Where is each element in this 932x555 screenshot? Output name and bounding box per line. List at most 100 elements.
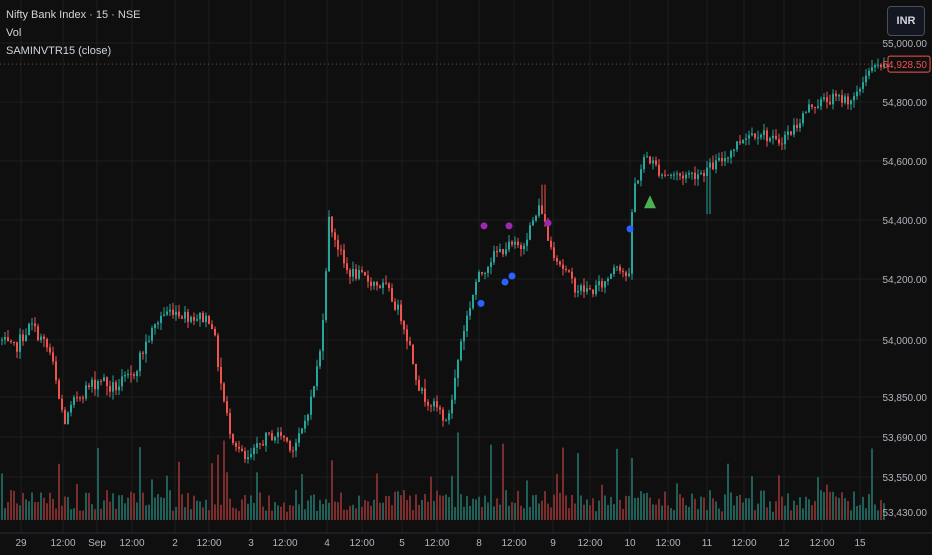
candle-body[interactable] <box>826 97 828 102</box>
candle-body[interactable] <box>442 409 444 421</box>
candle-body[interactable] <box>202 312 204 323</box>
candle-body[interactable] <box>340 249 342 251</box>
candle-body[interactable] <box>640 169 642 181</box>
candle-body[interactable] <box>184 311 186 319</box>
candle-body[interactable] <box>136 371 138 377</box>
candle-body[interactable] <box>763 130 765 135</box>
candle-body[interactable] <box>46 339 48 348</box>
candle-body[interactable] <box>217 335 219 367</box>
candle-body[interactable] <box>649 156 651 164</box>
candle-body[interactable] <box>652 160 654 164</box>
candle-body[interactable] <box>145 341 147 354</box>
candle-body[interactable] <box>133 374 135 377</box>
candle-body[interactable] <box>268 432 270 434</box>
candle-body[interactable] <box>538 205 540 216</box>
candle-body[interactable] <box>676 173 678 175</box>
candle-body[interactable] <box>580 285 582 291</box>
candle-body[interactable] <box>76 397 78 399</box>
candle-body[interactable] <box>868 70 870 76</box>
candle-body[interactable] <box>28 323 30 336</box>
candle-body[interactable] <box>487 267 489 273</box>
candle-body[interactable] <box>664 174 666 176</box>
candle-body[interactable] <box>109 386 111 392</box>
candle-body[interactable] <box>589 288 591 290</box>
candle-body[interactable] <box>337 239 339 250</box>
candle-body[interactable] <box>778 139 780 144</box>
candle-body[interactable] <box>232 434 234 443</box>
candle-body[interactable] <box>10 341 12 343</box>
candle-body[interactable] <box>88 385 90 387</box>
candle-body[interactable] <box>307 414 309 421</box>
candle-body[interactable] <box>715 160 717 170</box>
candle-body[interactable] <box>319 351 321 367</box>
candle-body[interactable] <box>823 97 825 100</box>
candle-body[interactable] <box>19 334 21 352</box>
candle-body[interactable] <box>559 261 561 265</box>
candle-body[interactable] <box>679 173 681 176</box>
volume-legend[interactable]: Vol <box>6 27 22 39</box>
candle-body[interactable] <box>235 442 237 447</box>
candle-body[interactable] <box>847 96 849 105</box>
candle-body[interactable] <box>292 450 294 452</box>
candle-body[interactable] <box>409 341 411 345</box>
candle-body[interactable] <box>304 420 306 429</box>
candle-body[interactable] <box>424 388 426 402</box>
candle-body[interactable] <box>874 65 876 68</box>
candle-body[interactable] <box>463 331 465 342</box>
candle-body[interactable] <box>787 131 789 135</box>
candle-body[interactable] <box>526 239 528 246</box>
candle-body[interactable] <box>286 437 288 441</box>
candle-body[interactable] <box>811 104 813 107</box>
candle-body[interactable] <box>346 263 348 271</box>
candle-body[interactable] <box>745 138 747 140</box>
candle-body[interactable] <box>484 272 486 274</box>
candle-body[interactable] <box>259 443 261 445</box>
candle-body[interactable] <box>706 167 708 177</box>
candle-body[interactable] <box>841 95 843 103</box>
candle-body[interactable] <box>37 326 39 341</box>
candle-body[interactable] <box>553 247 555 259</box>
candle-body[interactable] <box>271 433 273 441</box>
candle-body[interactable] <box>634 183 636 213</box>
candle-body[interactable] <box>175 311 177 315</box>
candle-body[interactable] <box>829 101 831 105</box>
candle-body[interactable] <box>466 315 468 332</box>
candle-body[interactable] <box>760 134 762 138</box>
candle-body[interactable] <box>481 271 483 274</box>
candle-body[interactable] <box>835 93 837 97</box>
candle-body[interactable] <box>586 288 588 292</box>
candle-body[interactable] <box>253 447 255 455</box>
candle-body[interactable] <box>361 270 363 272</box>
candle-body[interactable] <box>499 249 501 253</box>
candle-body[interactable] <box>4 337 6 340</box>
candle-body[interactable] <box>646 156 648 158</box>
candle-body[interactable] <box>13 341 15 343</box>
candle-body[interactable] <box>685 174 687 179</box>
candle-body[interactable] <box>433 401 435 407</box>
candle-body[interactable] <box>808 104 810 113</box>
candle-body[interactable] <box>100 381 102 383</box>
candle-body[interactable] <box>712 162 714 170</box>
candle-body[interactable] <box>541 205 543 215</box>
candle-body[interactable] <box>505 249 507 255</box>
candle-body[interactable] <box>748 135 750 139</box>
candle-body[interactable] <box>520 245 522 250</box>
candle-body[interactable] <box>118 386 120 391</box>
candle-body[interactable] <box>373 282 375 286</box>
candle-body[interactable] <box>769 138 771 142</box>
candle-body[interactable] <box>58 380 60 399</box>
candle-body[interactable] <box>784 134 786 145</box>
symbol-title[interactable]: Nifty Bank Index · 15 · NSE <box>6 9 141 21</box>
candle-body[interactable] <box>22 334 24 342</box>
candle-body[interactable] <box>436 401 438 408</box>
candle-body[interactable] <box>196 319 198 321</box>
candle-body[interactable] <box>160 315 162 323</box>
candle-body[interactable] <box>256 443 258 448</box>
candle-body[interactable] <box>682 175 684 179</box>
candle-body[interactable] <box>328 216 330 272</box>
candle-body[interactable] <box>790 131 792 135</box>
candle-body[interactable] <box>700 173 702 175</box>
candle-body[interactable] <box>364 271 366 276</box>
candle-body[interactable] <box>454 377 456 400</box>
